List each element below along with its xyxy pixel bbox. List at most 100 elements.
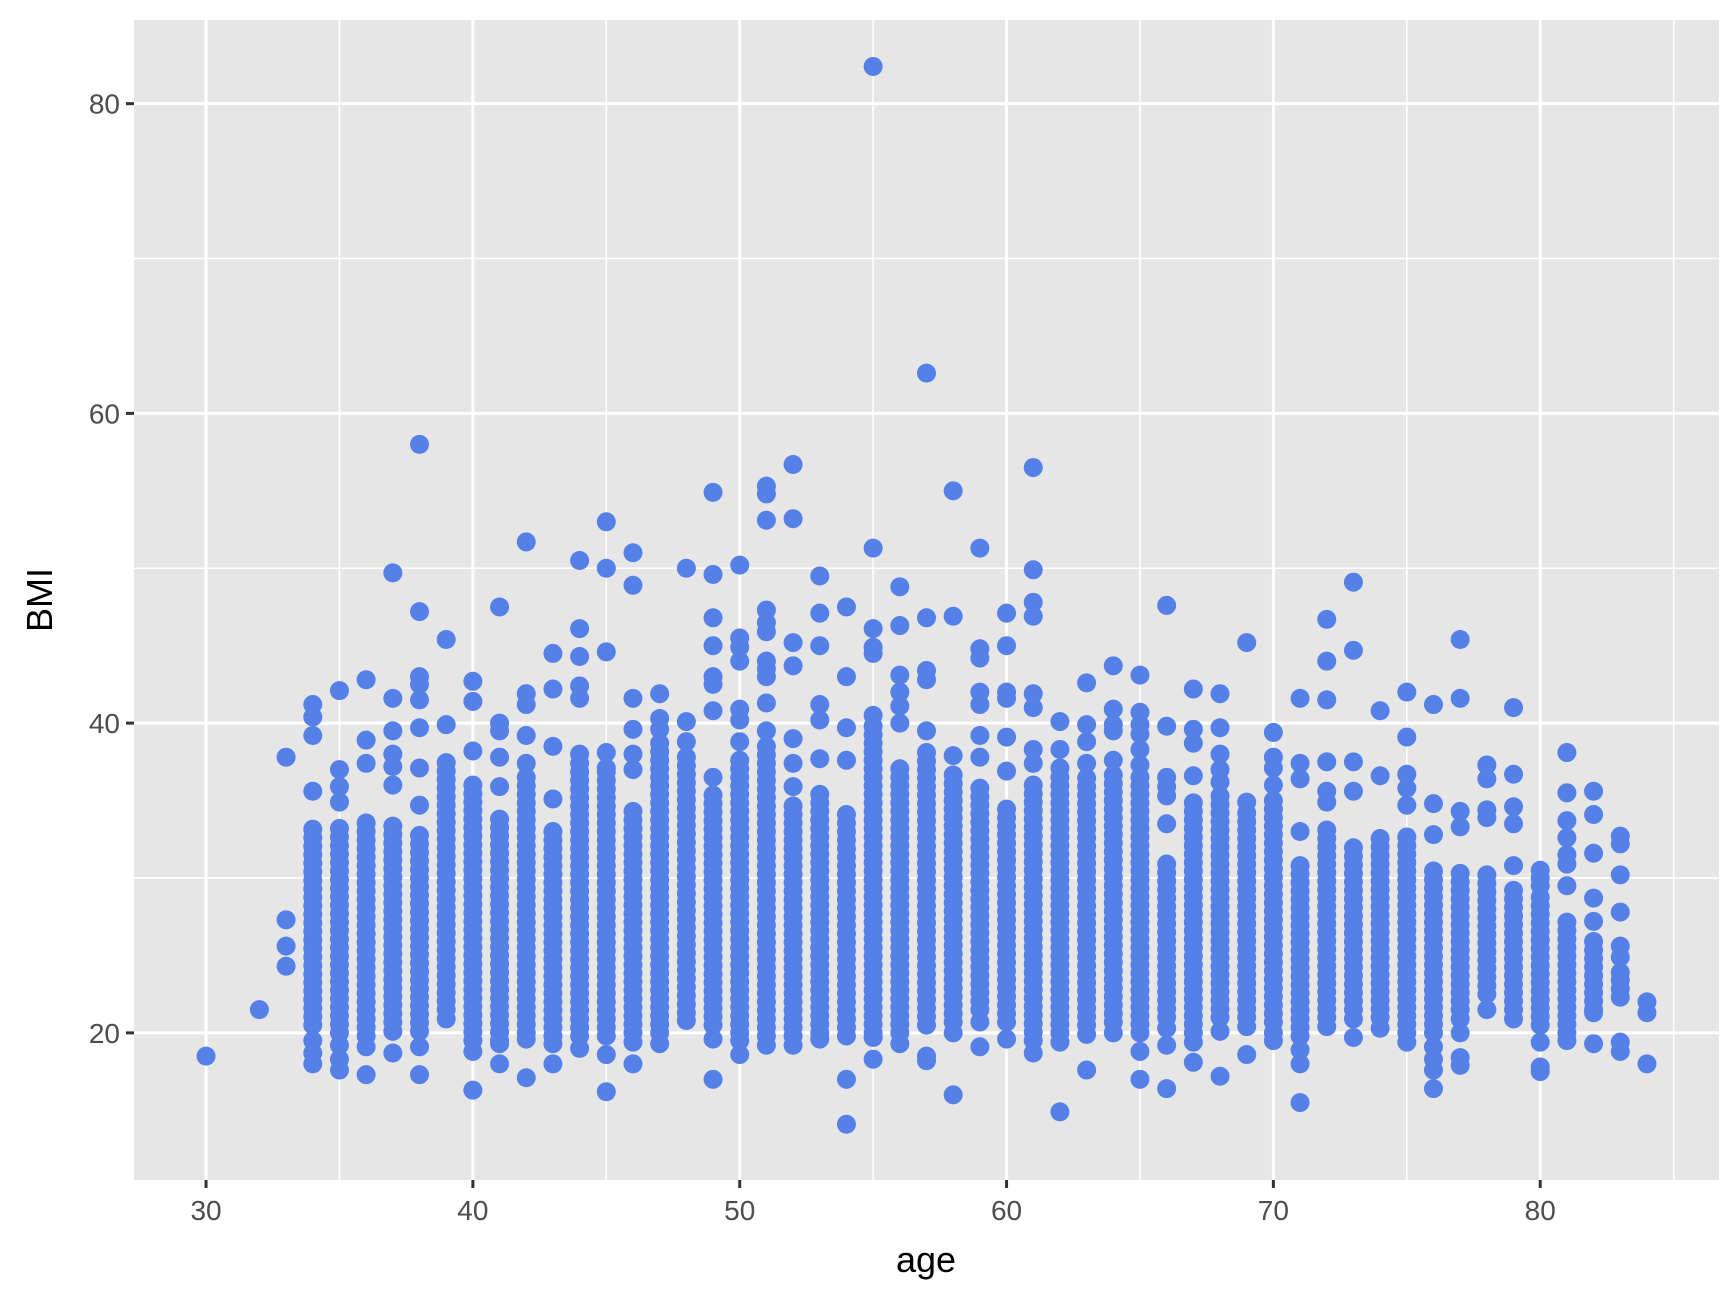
data-point (890, 759, 910, 779)
data-point (943, 1023, 963, 1043)
data-point (463, 1080, 483, 1100)
data-point (436, 715, 456, 735)
data-point (1157, 1035, 1177, 1055)
data-point (1077, 732, 1097, 752)
y-tick-label: 40 (89, 708, 120, 739)
data-point (1450, 688, 1470, 708)
data-point (623, 760, 643, 780)
data-point (596, 558, 616, 578)
data-point (810, 749, 830, 769)
data-point (1397, 827, 1417, 847)
data-point (596, 758, 616, 778)
data-point (863, 56, 883, 76)
data-point (596, 1045, 616, 1065)
data-point (1557, 912, 1577, 932)
data-point (543, 822, 563, 842)
data-point (810, 1029, 830, 1049)
data-point (756, 1035, 776, 1055)
data-point (383, 1043, 403, 1063)
data-point (623, 801, 643, 821)
data-point (1343, 640, 1363, 660)
data-point (1397, 727, 1417, 747)
data-point (1637, 1054, 1657, 1074)
data-point (543, 679, 563, 699)
data-point (1157, 1079, 1177, 1099)
data-point (436, 753, 456, 773)
data-point (1584, 804, 1604, 824)
data-point (463, 775, 483, 795)
data-point (1103, 1023, 1123, 1043)
data-point (596, 743, 616, 763)
data-point (1610, 962, 1630, 982)
data-point (756, 693, 776, 713)
data-point (650, 1034, 670, 1054)
data-point (1050, 758, 1070, 778)
data-point (490, 747, 510, 767)
data-point (1530, 1057, 1550, 1077)
data-point (516, 767, 536, 787)
data-point (1450, 863, 1470, 883)
data-point (1290, 856, 1310, 876)
data-point (1210, 1021, 1230, 1041)
data-point (1343, 1009, 1363, 1029)
data-point (1584, 911, 1604, 931)
data-point (1290, 822, 1310, 842)
data-point (1183, 719, 1203, 739)
data-point (1530, 876, 1550, 896)
data-point (276, 747, 296, 767)
data-point (490, 809, 510, 829)
data-point (1610, 902, 1630, 922)
data-point (1584, 843, 1604, 863)
data-point (1584, 931, 1604, 951)
data-point (1077, 673, 1097, 693)
data-point (836, 750, 856, 770)
x-tick-label: 40 (457, 1195, 488, 1226)
data-point (1530, 1032, 1550, 1052)
data-point (1077, 753, 1097, 773)
data-point (570, 619, 590, 639)
data-point (783, 509, 803, 529)
data-point (997, 603, 1017, 623)
data-point (276, 956, 296, 976)
data-point (356, 1037, 376, 1057)
data-point (730, 651, 750, 671)
data-point (1290, 1093, 1310, 1113)
x-tick-label: 50 (724, 1195, 755, 1226)
data-point (1263, 791, 1283, 811)
data-point (303, 707, 323, 727)
data-point (1237, 792, 1257, 812)
data-point (1504, 698, 1524, 718)
data-point (1157, 786, 1177, 806)
data-point (1290, 688, 1310, 708)
y-tick-label: 80 (89, 89, 120, 120)
data-point (917, 743, 936, 763)
data-point (543, 643, 563, 663)
data-point (1103, 656, 1123, 676)
data-point (1477, 755, 1497, 775)
data-point (436, 1009, 456, 1029)
data-point (1157, 1018, 1177, 1038)
data-point (650, 733, 670, 753)
data-point (730, 750, 750, 770)
data-point (436, 629, 456, 649)
data-point (676, 712, 696, 732)
data-point (410, 602, 430, 622)
data-point (410, 434, 430, 454)
data-point (890, 713, 910, 733)
data-point (303, 726, 323, 746)
data-point (1423, 1037, 1443, 1057)
data-point (1263, 722, 1283, 742)
data-point (1637, 1003, 1657, 1023)
data-point (1450, 629, 1470, 649)
data-point (1077, 1060, 1097, 1080)
data-point (703, 674, 723, 694)
data-point (570, 551, 590, 571)
x-axis: 30 40 50 60 70 80 (190, 1180, 1556, 1226)
data-point (1023, 458, 1043, 478)
data-point (490, 777, 510, 797)
data-point (1023, 698, 1043, 718)
data-point (1157, 814, 1177, 834)
data-point (463, 1041, 483, 1061)
data-point (650, 684, 670, 704)
data-point (970, 778, 990, 798)
